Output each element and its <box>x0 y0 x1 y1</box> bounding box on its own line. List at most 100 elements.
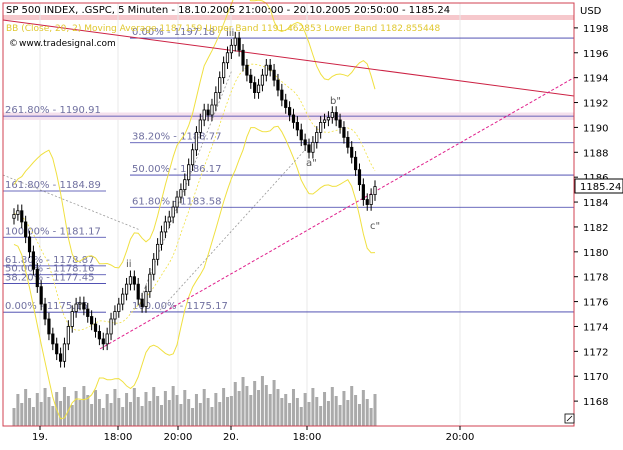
volume-bar <box>43 388 47 426</box>
candle-body <box>373 186 377 195</box>
volume-bar <box>86 395 90 426</box>
wave-label: c" <box>370 221 380 232</box>
volume-bar <box>70 405 74 426</box>
candle-body <box>159 231 164 245</box>
candle-body <box>78 302 82 305</box>
volume-bar <box>206 398 210 426</box>
volume-bar <box>319 406 323 426</box>
candle-body <box>315 131 319 143</box>
candle-body <box>206 109 210 116</box>
candle-body <box>241 49 245 66</box>
bollinger-lower-line <box>13 125 376 420</box>
watermark-icon: © <box>9 39 18 49</box>
volume-bar <box>284 394 288 426</box>
candle-body <box>55 343 59 355</box>
candle-body <box>132 276 136 285</box>
volume-bar <box>311 388 315 426</box>
volume-bar <box>191 408 195 426</box>
bollinger-bands <box>13 0 376 420</box>
volume-bar <box>167 400 171 426</box>
volume-bar <box>202 389 206 426</box>
volume-bar <box>268 394 272 426</box>
volume-bar <box>350 386 354 426</box>
fib-level-label: 100.00% - 1181.17 <box>5 226 101 237</box>
volume-bar <box>229 396 233 426</box>
y-tick-label: 1172 <box>583 347 608 358</box>
candle-body <box>194 131 199 151</box>
candle-body <box>128 276 133 285</box>
candle-body <box>136 283 140 300</box>
price-axis: 1168117011721174117611781180118211841186… <box>574 24 608 408</box>
volume-bar <box>323 392 327 426</box>
candle-body <box>233 37 237 46</box>
candle-body <box>268 64 272 71</box>
fib-level-label: 261.80% - 1190.91 <box>5 105 101 116</box>
volume-bar <box>113 389 117 426</box>
x-tick-label: 18:00 <box>104 432 133 443</box>
currency-label: USD <box>580 6 602 17</box>
volume-bar <box>97 399 101 426</box>
candle-body <box>218 77 222 93</box>
candle-body <box>47 318 51 335</box>
wave-label: ii <box>126 259 132 270</box>
volume-bar <box>59 401 63 426</box>
volume-bar <box>90 404 94 426</box>
candle-body <box>27 236 32 253</box>
volume-bar <box>276 389 280 426</box>
candle-body <box>288 107 292 116</box>
y-tick-label: 1198 <box>583 24 608 35</box>
candle-body <box>253 82 257 93</box>
volume-bar <box>369 408 373 426</box>
retracement-guide-line <box>2 174 141 231</box>
candle-body <box>156 243 160 260</box>
volume-bar <box>233 382 237 426</box>
volume-bar <box>299 407 303 426</box>
candle-body <box>303 139 307 146</box>
candle-body <box>31 251 36 270</box>
volume-bar <box>125 393 129 426</box>
volume-bar <box>222 388 226 426</box>
volume-bar <box>136 397 140 426</box>
candle-body <box>245 64 249 76</box>
last-price-label: 1185.24 <box>580 182 621 193</box>
volume-bar <box>225 397 229 426</box>
y-tick-label: 1174 <box>583 322 608 333</box>
volume-bar <box>132 388 136 426</box>
candle-body <box>167 216 171 223</box>
candle-body <box>62 343 67 362</box>
bollinger-mid-line <box>13 63 376 331</box>
candle-body <box>272 69 276 81</box>
volume-bar <box>47 397 51 426</box>
volume-bar <box>218 402 222 426</box>
x-tick-label: 20:00 <box>164 432 193 443</box>
volume-bar <box>105 394 109 426</box>
volume-bar <box>128 402 132 426</box>
y-tick-label: 1168 <box>583 397 608 408</box>
volume-bar <box>253 381 257 426</box>
wave-label: iii <box>226 28 234 39</box>
volume-bar <box>12 408 16 426</box>
volume-bar <box>160 405 164 426</box>
candle-body <box>144 291 148 307</box>
fib-level-label: 50.00% - 1178.16 <box>5 264 94 275</box>
volume-bar <box>245 386 249 426</box>
candle-body <box>361 184 365 200</box>
candle-body <box>124 283 129 295</box>
candle-body <box>299 129 303 141</box>
y-tick-label: 1192 <box>583 99 608 110</box>
candle-body <box>202 109 206 121</box>
volume-bar <box>365 399 369 426</box>
volume-bar <box>82 386 86 426</box>
volume-bar <box>156 396 160 426</box>
fib-level-label: 161.80% - 1184.89 <box>5 180 101 191</box>
candle-body <box>365 199 369 205</box>
plot-frame <box>2 2 575 427</box>
candle-body <box>117 303 121 312</box>
volume-bar <box>62 387 66 426</box>
volume-bar <box>237 391 241 426</box>
fib-level-label: 50.00% - 1186.17 <box>132 164 221 175</box>
header-band <box>3 15 574 20</box>
